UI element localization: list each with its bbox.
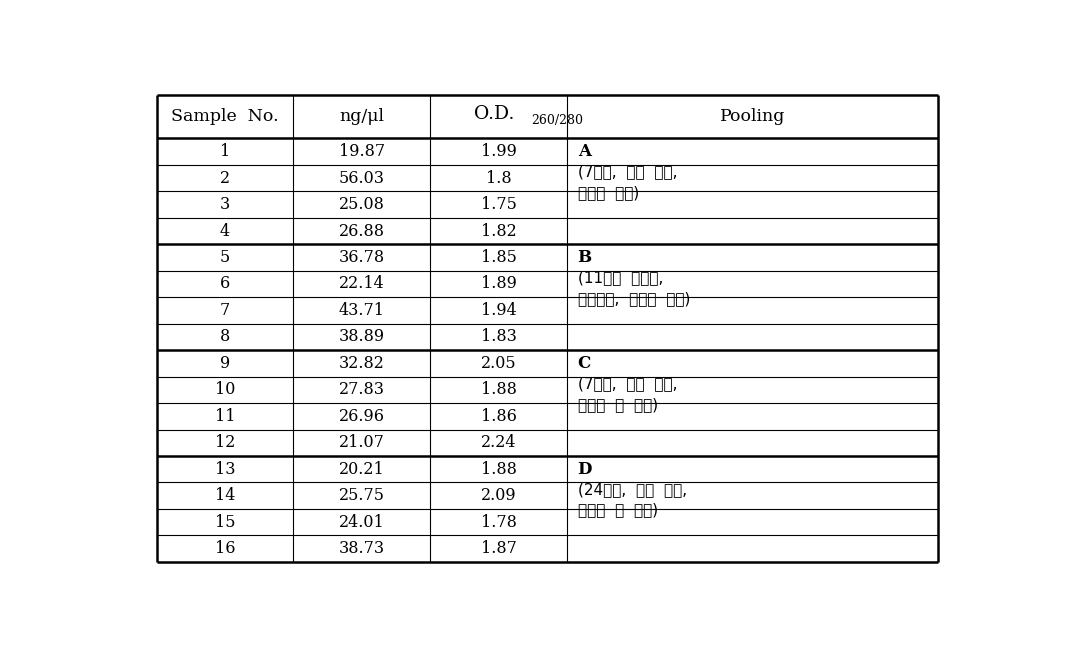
Text: 1.8: 1.8 bbox=[486, 170, 512, 186]
Text: 12: 12 bbox=[215, 434, 235, 451]
Text: (24주령,  정상  분변,: (24주령, 정상 분변, bbox=[578, 482, 687, 498]
Text: ng/μl: ng/μl bbox=[340, 108, 384, 126]
Text: 2.09: 2.09 bbox=[481, 487, 516, 504]
Text: 15: 15 bbox=[215, 514, 235, 531]
Text: 1.88: 1.88 bbox=[481, 381, 517, 399]
Text: 1.87: 1.87 bbox=[481, 540, 517, 557]
Text: 10: 10 bbox=[215, 381, 235, 399]
Text: 26.88: 26.88 bbox=[339, 223, 384, 239]
Text: 5: 5 bbox=[220, 249, 231, 266]
Text: 1.94: 1.94 bbox=[481, 302, 517, 319]
Text: 260/280: 260/280 bbox=[532, 115, 583, 127]
Text: 11: 11 bbox=[215, 408, 235, 425]
Text: 1.89: 1.89 bbox=[481, 276, 517, 292]
Text: 26.96: 26.96 bbox=[339, 408, 384, 425]
Text: 2.05: 2.05 bbox=[481, 355, 516, 372]
Text: D: D bbox=[578, 461, 592, 477]
Text: 27.83: 27.83 bbox=[339, 381, 384, 399]
Text: 20.21: 20.21 bbox=[339, 461, 384, 477]
Text: 43.71: 43.71 bbox=[339, 302, 384, 319]
Text: 2: 2 bbox=[220, 170, 230, 186]
Text: (7주령,  정상  분변,: (7주령, 정상 분변, bbox=[578, 164, 677, 180]
Text: 1.78: 1.78 bbox=[481, 514, 517, 531]
Text: Sample  No.: Sample No. bbox=[171, 108, 279, 126]
Text: 32.82: 32.82 bbox=[339, 355, 384, 372]
Text: Pooling: Pooling bbox=[720, 108, 785, 126]
Text: 3: 3 bbox=[220, 196, 231, 213]
Text: 8: 8 bbox=[220, 329, 231, 345]
Text: 설사분변,  항생제  처리): 설사분변, 항생제 처리) bbox=[578, 291, 690, 306]
Text: C: C bbox=[578, 355, 591, 372]
Text: 1.82: 1.82 bbox=[481, 223, 517, 239]
Text: 36.78: 36.78 bbox=[339, 249, 384, 266]
Text: (7주령,  정상  분변,: (7주령, 정상 분변, bbox=[578, 377, 677, 391]
Text: 1.99: 1.99 bbox=[481, 143, 517, 160]
Text: 24.01: 24.01 bbox=[339, 514, 384, 531]
Text: 1.75: 1.75 bbox=[481, 196, 517, 213]
Text: 1.88: 1.88 bbox=[481, 461, 517, 477]
Text: 19.87: 19.87 bbox=[339, 143, 384, 160]
Text: 항생제  무  처리): 항생제 무 처리) bbox=[578, 503, 658, 518]
Text: 항생제  처리): 항생제 처리) bbox=[578, 185, 639, 200]
Text: 6: 6 bbox=[220, 276, 231, 292]
Text: 22.14: 22.14 bbox=[339, 276, 384, 292]
Text: A: A bbox=[578, 143, 591, 160]
Text: 1.86: 1.86 bbox=[481, 408, 517, 425]
Text: 2.24: 2.24 bbox=[481, 434, 516, 451]
Text: 항생제  무  처리): 항생제 무 처리) bbox=[578, 397, 658, 411]
Text: 25.75: 25.75 bbox=[339, 487, 384, 504]
Text: 25.08: 25.08 bbox=[339, 196, 384, 213]
Text: 16: 16 bbox=[215, 540, 235, 557]
Text: 14: 14 bbox=[215, 487, 235, 504]
Text: (11주령  위축돈,: (11주령 위축돈, bbox=[578, 270, 663, 285]
Text: 13: 13 bbox=[215, 461, 235, 477]
Text: B: B bbox=[578, 249, 592, 266]
Text: 1.83: 1.83 bbox=[481, 329, 517, 345]
Text: 21.07: 21.07 bbox=[339, 434, 384, 451]
Text: 1: 1 bbox=[220, 143, 231, 160]
Text: 4: 4 bbox=[220, 223, 230, 239]
Text: O.D.: O.D. bbox=[474, 105, 515, 123]
Text: 1.85: 1.85 bbox=[481, 249, 517, 266]
Text: 56.03: 56.03 bbox=[339, 170, 384, 186]
Text: 9: 9 bbox=[220, 355, 231, 372]
Text: 7: 7 bbox=[220, 302, 231, 319]
Text: 38.73: 38.73 bbox=[339, 540, 384, 557]
Text: 38.89: 38.89 bbox=[339, 329, 384, 345]
